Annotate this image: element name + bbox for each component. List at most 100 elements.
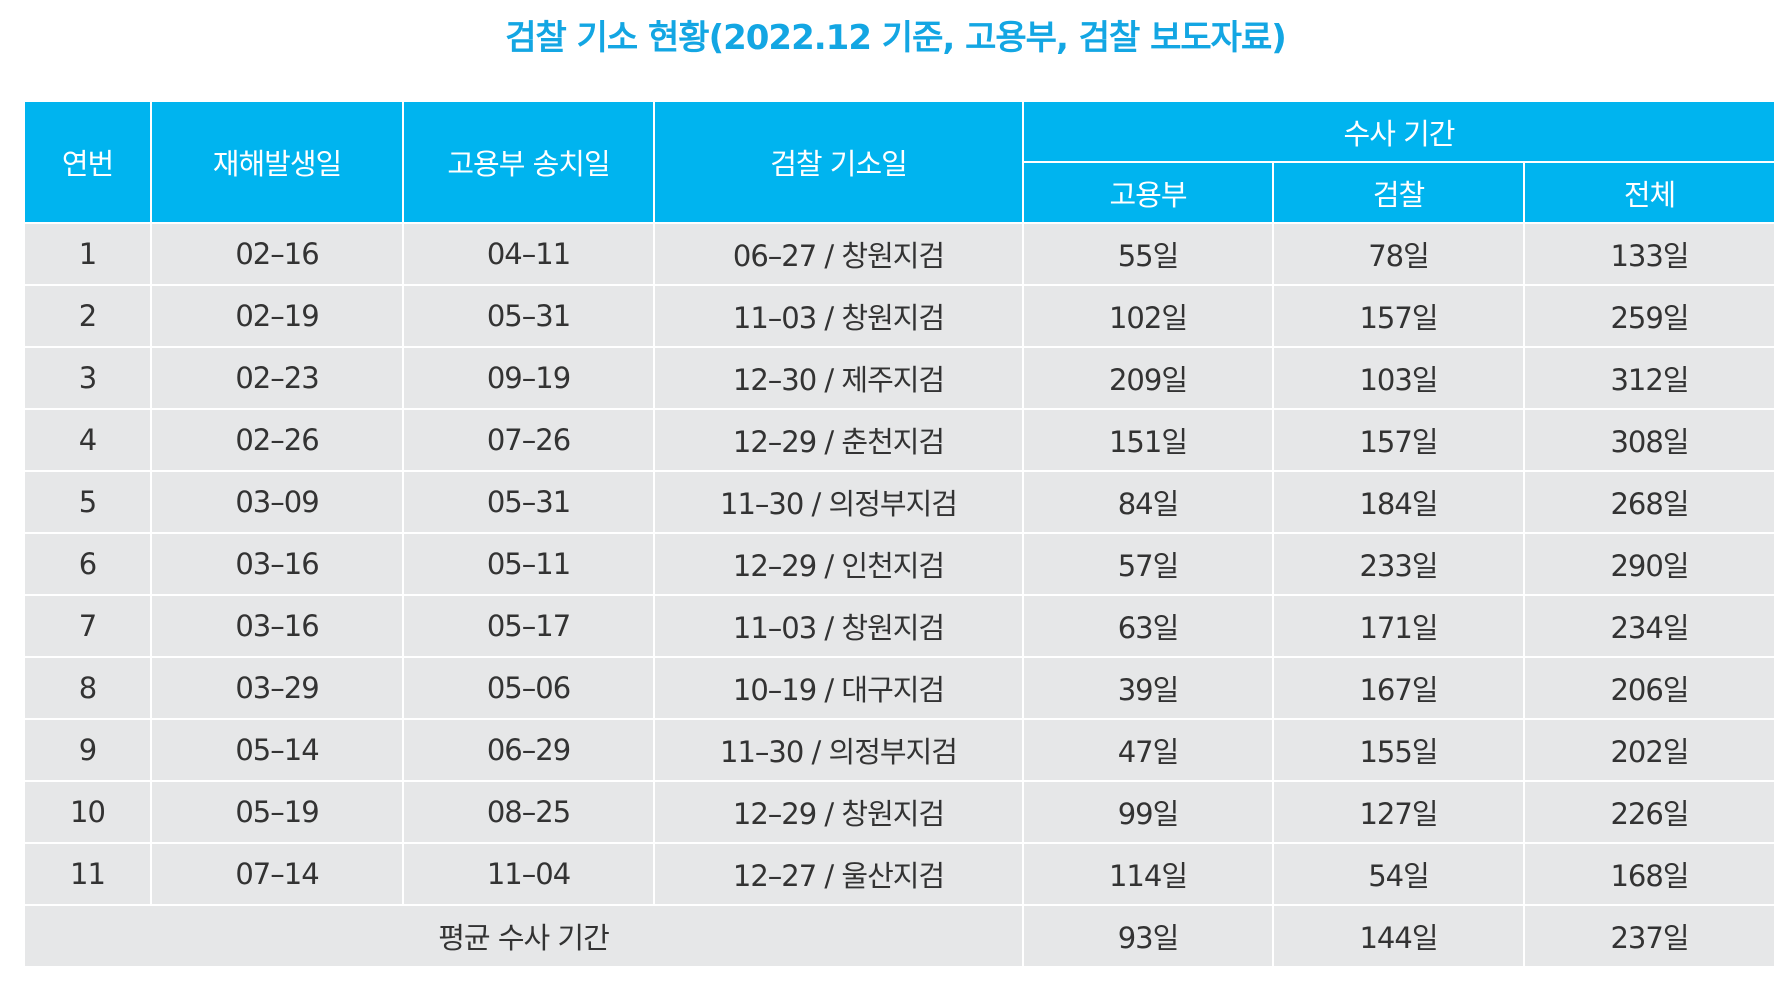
header-cell: 고용부 송치일 [402,100,655,224]
table: 연번 재해발생일 고용부 송치일 검찰 기소일 수사 기간 고용부 검찰 전체 … [23,100,1777,968]
cell: 04–11 [402,222,655,286]
cell: 02–26 [150,408,404,472]
cell: 11–30 / 의정부지검 [653,718,1024,782]
title: 검찰 기소 현황(2022.12 기준, 고용부, 검찰 보도자료) [505,18,1287,58]
subheader-cell: 전체 [1522,161,1777,224]
header-cell: 연번 [23,100,152,224]
cell: 11 [23,842,152,906]
cell: 11–30 / 의정부지검 [653,470,1024,534]
cell: 02–16 [150,222,404,286]
cell: 39일 [1022,656,1274,720]
header-cell: 재해발생일 [150,100,404,224]
table-row: 2 02–19 05–31 11–03 / 창원지검 102일 157일 259일 [23,284,1777,348]
cell: 07–26 [402,408,655,472]
header-cell: 수사 기간 [1021,100,1777,163]
cell: 7 [23,594,152,658]
cell: 84일 [1022,470,1274,534]
table-row: 5 03–09 05–31 11–30 / 의정부지검 84일 184일 268일 [23,470,1777,534]
cell: 127일 [1272,780,1525,844]
cell: 10–19 / 대구지검 [653,656,1024,720]
cell: 12–29 / 인천지검 [653,532,1024,596]
cell: 47일 [1022,718,1274,782]
cell: 11–03 / 창원지검 [653,284,1024,348]
cell: 6 [23,532,152,596]
cell: 54일 [1272,842,1525,906]
table-row: 8 03–29 05–06 10–19 / 대구지검 39일 167일 206일 [23,656,1777,720]
cell: 05–06 [402,656,655,720]
cell: 157일 [1272,408,1525,472]
cell: 07–14 [150,842,404,906]
cell: 05–17 [402,594,655,658]
cell: 268일 [1522,470,1777,534]
table-body: 1 02–16 04–11 06–27 / 창원지검 55일 78일 133일 2 02–19 0… [23,222,1777,968]
cell: 08–25 [402,780,655,844]
cell: 202일 [1522,718,1777,782]
cell: 259일 [1522,284,1777,348]
cell: 02–19 [150,284,404,348]
cell: 209일 [1022,346,1274,410]
table-row: 4 02–26 07–26 12–29 / 춘천지검 151일 157일 308일 [23,408,1777,472]
cell: 312일 [1522,346,1777,410]
table-row: 11 07–14 11–04 12–27 / 울산지검 114일 54일 168일 [23,842,1777,906]
cell: 233일 [1272,532,1525,596]
cell: 05–31 [402,470,655,534]
footer-cell: 93일 [1022,904,1274,968]
cell: 05–19 [150,780,404,844]
cell: 3 [23,346,152,410]
cell: 4 [23,408,152,472]
cell: 12–29 / 춘천지검 [653,408,1024,472]
cell: 03–29 [150,656,404,720]
subheader-cell: 고용부 [1022,161,1274,224]
cell: 12–30 / 제주지검 [653,346,1024,410]
cell: 03–09 [150,470,404,534]
cell: 03–16 [150,532,404,596]
cell: 308일 [1522,408,1777,472]
cell: 03–16 [150,594,404,658]
cell: 05–14 [150,718,404,782]
cell: 12–27 / 울산지검 [653,842,1024,906]
cell: 226일 [1522,780,1777,844]
cell: 151일 [1022,408,1274,472]
table-row: 9 05–14 06–29 11–30 / 의정부지검 47일 155일 202일 [23,718,1777,782]
cell: 1 [23,222,152,286]
cell: 78일 [1272,222,1525,286]
cell: 102일 [1022,284,1274,348]
cell: 234일 [1522,594,1777,658]
cell: 167일 [1272,656,1525,720]
footer-row: 평균 수사 기간 93일 144일 237일 [23,904,1777,968]
cell: 290일 [1522,532,1777,596]
cell: 02–23 [150,346,404,410]
cell: 99일 [1022,780,1274,844]
table-row: 10 05–19 08–25 12–29 / 창원지검 99일 127일 226일 [23,780,1777,844]
cell: 05–31 [402,284,655,348]
cell: 06–29 [402,718,655,782]
cell: 11–03 / 창원지검 [653,594,1024,658]
header-cell: 검찰 기소일 [653,100,1024,224]
cell: 103일 [1272,346,1525,410]
table-row: 6 03–16 05–11 12–29 / 인천지검 57일 233일 290일 [23,532,1777,596]
footer-cell: 평균 수사 기간 [23,904,1024,968]
cell: 155일 [1272,718,1525,782]
cell: 10 [23,780,152,844]
cell: 06–27 / 창원지검 [653,222,1024,286]
table-row: 1 02–16 04–11 06–27 / 창원지검 55일 78일 133일 [23,222,1777,286]
cell: 5 [23,470,152,534]
cell: 184일 [1272,470,1525,534]
subheader-cell: 검찰 [1272,161,1525,224]
cell: 09–19 [402,346,655,410]
cell: 2 [23,284,152,348]
cell: 63일 [1022,594,1274,658]
cell: 8 [23,656,152,720]
cell: 11–04 [402,842,655,906]
cell: 157일 [1272,284,1525,348]
cell: 12–29 / 창원지검 [653,780,1024,844]
cell: 05–11 [402,532,655,596]
table-row: 7 03–16 05–17 11–03 / 창원지검 63일 171일 234일 [23,594,1777,658]
table-row: 3 02–23 09–19 12–30 / 제주지검 209일 103일 312일 [23,346,1777,410]
cell: 9 [23,718,152,782]
footer-cell: 237일 [1522,904,1777,968]
cell: 206일 [1522,656,1777,720]
cell: 133일 [1522,222,1777,286]
cell: 57일 [1022,532,1274,596]
